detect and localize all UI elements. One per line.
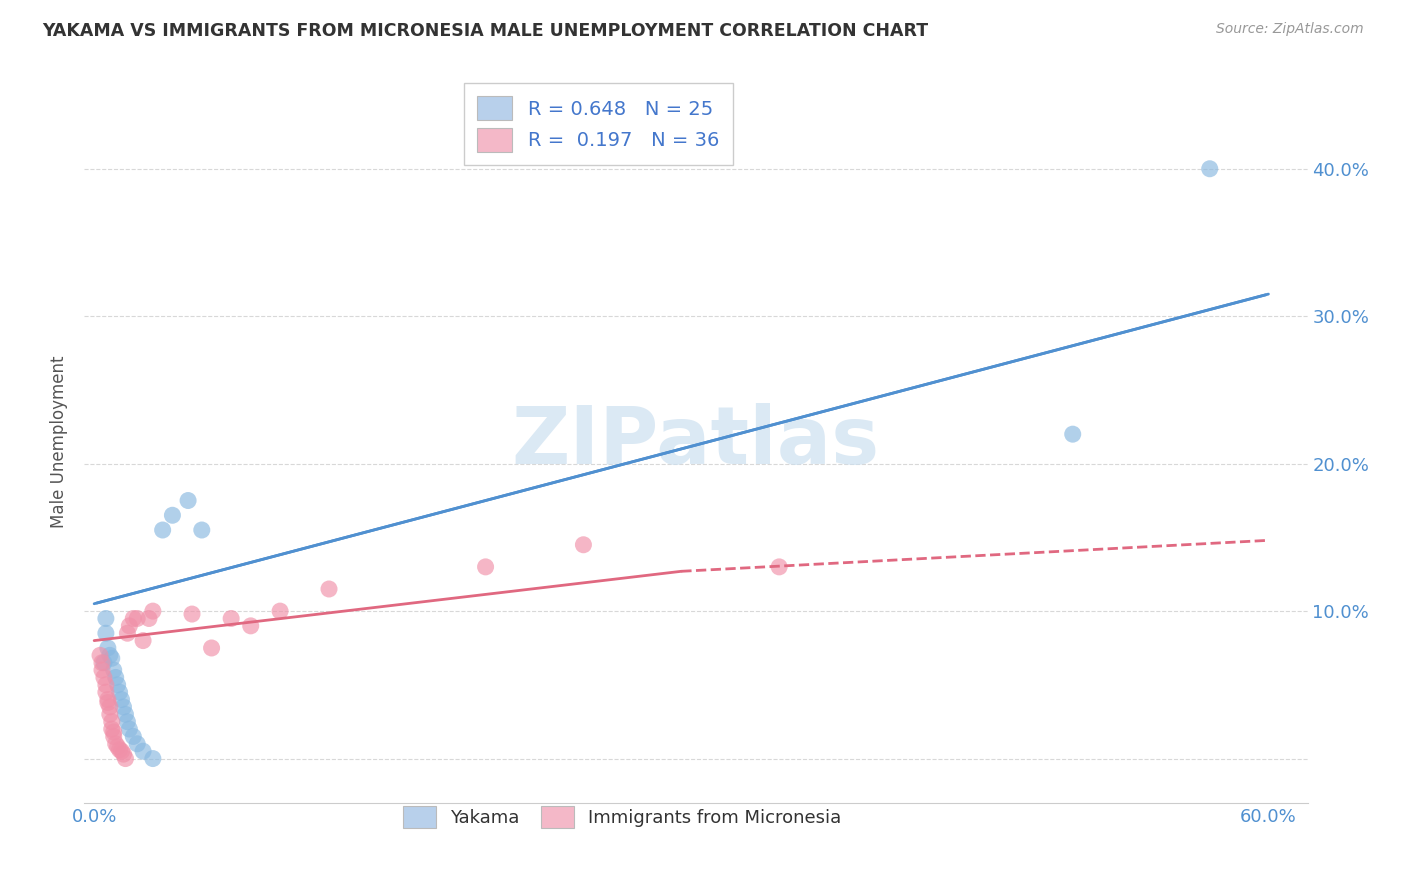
Point: [132, 744, 155, 758]
Point: [94, 685, 117, 699]
Point: [94, 678, 117, 692]
Point: [107, 678, 129, 692]
Y-axis label: Male Unemployment: Male Unemployment: [49, 355, 67, 528]
Point: [191, 523, 214, 537]
Point: [318, 582, 340, 596]
Point: [219, 611, 242, 625]
Point: [239, 619, 262, 633]
Point: [110, 692, 132, 706]
Point: [91, 663, 114, 677]
Point: [122, 730, 145, 744]
Point: [103, 663, 125, 677]
Point: [114, 707, 136, 722]
Point: [122, 611, 145, 625]
Text: YAKAMA VS IMMIGRANTS FROM MICRONESIA MALE UNEMPLOYMENT CORRELATION CHART: YAKAMA VS IMMIGRANTS FROM MICRONESIA MAL…: [42, 22, 928, 40]
Point: [269, 604, 291, 618]
Point: [162, 508, 184, 523]
Point: [117, 626, 139, 640]
Point: [104, 670, 127, 684]
Point: [100, 651, 122, 665]
Point: [181, 607, 204, 621]
Point: [94, 611, 117, 625]
Point: [97, 696, 120, 710]
Point: [89, 648, 111, 663]
Point: [572, 538, 595, 552]
Point: [108, 742, 131, 756]
Point: [1198, 161, 1220, 176]
Point: [112, 747, 135, 761]
Point: [114, 751, 136, 765]
Point: [104, 737, 127, 751]
Point: [138, 611, 160, 625]
Point: [98, 700, 121, 714]
Point: [142, 604, 165, 618]
Point: [97, 640, 120, 655]
Point: [93, 656, 115, 670]
Point: [142, 751, 165, 765]
Point: [474, 560, 496, 574]
Point: [91, 656, 114, 670]
Point: [110, 744, 132, 758]
Point: [118, 722, 141, 736]
Point: [112, 700, 135, 714]
Point: [127, 611, 149, 625]
Text: ZIPatlas: ZIPatlas: [512, 402, 880, 481]
Point: [100, 714, 122, 729]
Point: [1062, 427, 1084, 442]
Point: [177, 493, 200, 508]
Point: [200, 640, 222, 655]
Point: [94, 626, 117, 640]
Point: [108, 685, 131, 699]
Point: [768, 560, 790, 574]
Point: [152, 523, 174, 537]
Point: [132, 633, 155, 648]
Text: Source: ZipAtlas.com: Source: ZipAtlas.com: [1216, 22, 1364, 37]
Point: [107, 739, 129, 754]
Point: [93, 670, 115, 684]
Point: [118, 619, 141, 633]
Point: [98, 648, 121, 663]
Point: [100, 722, 122, 736]
Point: [117, 714, 139, 729]
Point: [103, 725, 125, 739]
Point: [127, 737, 149, 751]
Legend: Yakama, Immigrants from Micronesia: Yakama, Immigrants from Micronesia: [395, 797, 851, 837]
Point: [98, 707, 121, 722]
Point: [97, 692, 120, 706]
Point: [103, 730, 125, 744]
